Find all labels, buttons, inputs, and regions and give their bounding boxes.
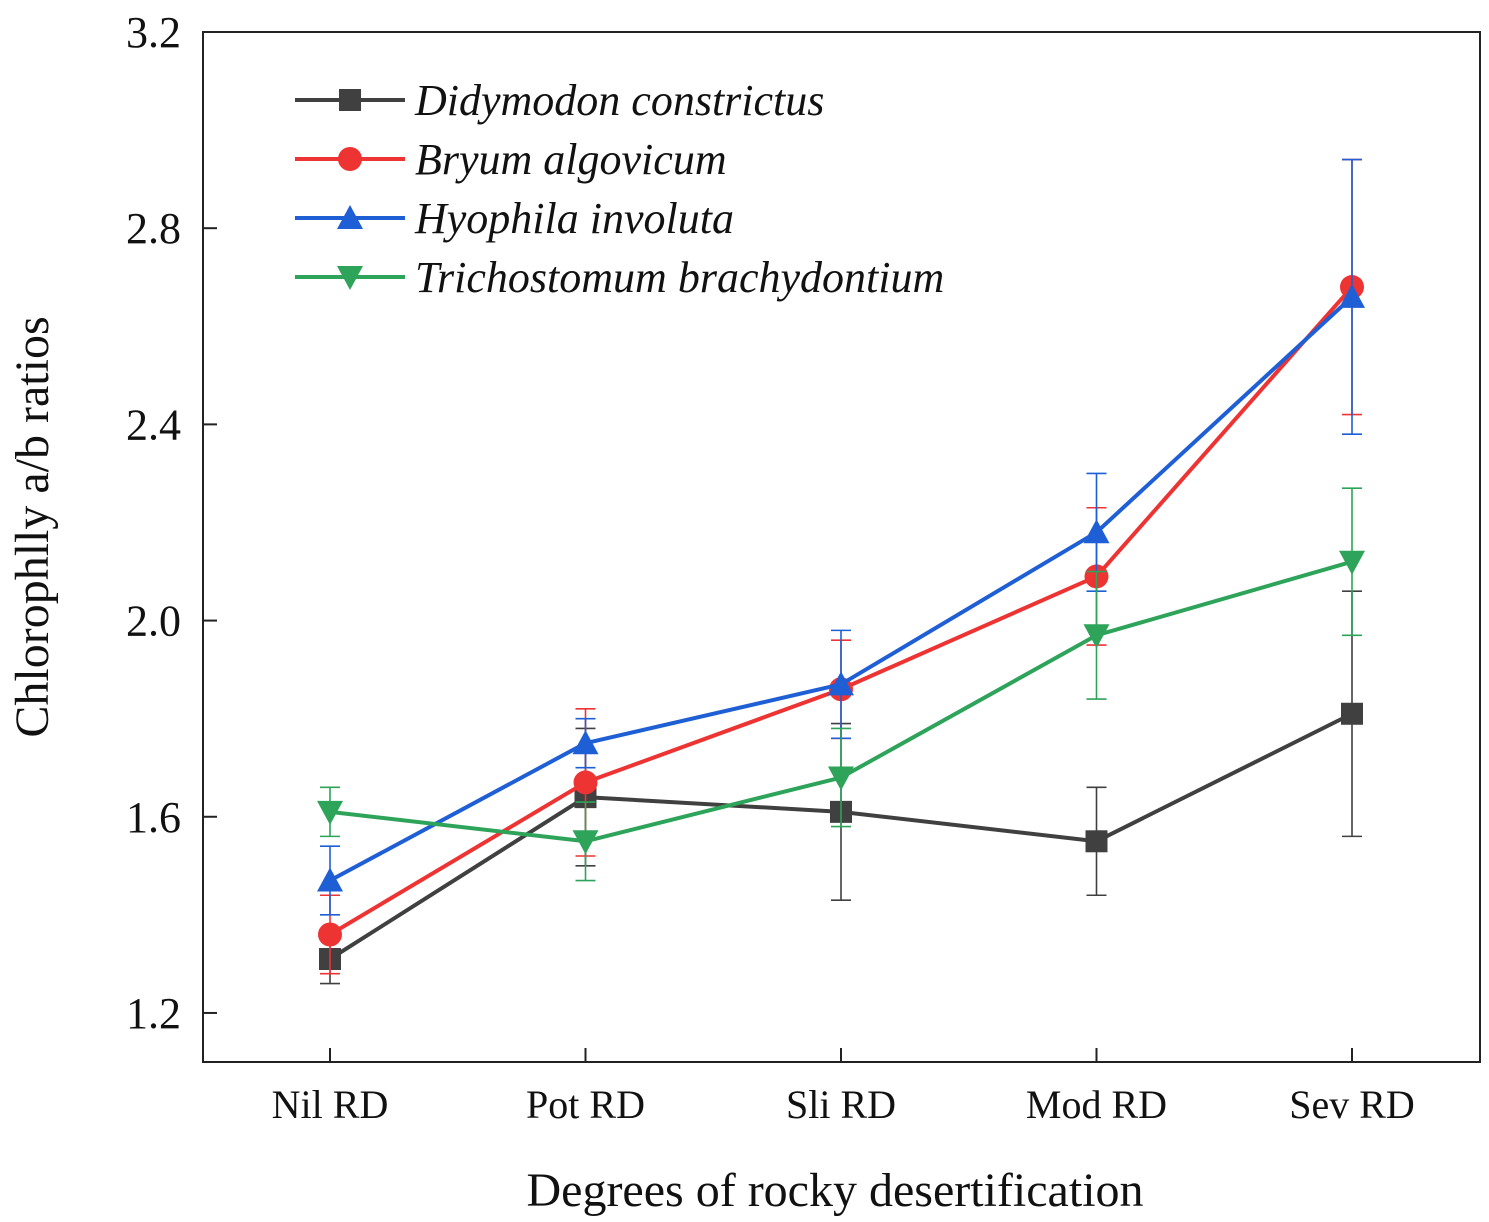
x-axis-title: Degrees of rocky desertification	[526, 1164, 1143, 1217]
marker-triangle-down	[828, 766, 854, 791]
marker-triangle-up	[1083, 519, 1110, 544]
legend-label: Trichostomum brachydontium	[415, 253, 944, 302]
y-tick-label: 3.2	[126, 8, 181, 57]
y-tick-label: 2.0	[126, 597, 181, 646]
marker-triangle-up	[337, 205, 363, 229]
marker-triangle-down	[317, 800, 343, 825]
x-axis: Nil RD Pot RD Sli RD Mod RD Sev RD	[272, 1048, 1415, 1127]
series-trichostomum-brachydontium	[317, 487, 1365, 882]
plot-frame	[202, 31, 1481, 1063]
marker-triangle-down	[572, 830, 599, 855]
legend-item: Bryum algovicum	[295, 135, 727, 184]
marker-circle	[573, 770, 598, 795]
series-layer	[317, 158, 1365, 985]
y-tick-label: 1.6	[126, 793, 181, 842]
legend-label: Hyophila involuta	[414, 194, 734, 243]
y-axis: 1.2 1.6 2.0 2.4 2.8 3.2	[126, 8, 217, 1038]
marker-triangle-down	[1083, 624, 1110, 649]
marker-square	[1341, 702, 1363, 725]
legend-item: Trichostomum brachydontium	[295, 253, 944, 302]
legend: Didymodon constrictus Bryum algovicum Hyop…	[295, 76, 944, 302]
marker-circle	[338, 147, 362, 171]
marker-triangle-down	[1339, 550, 1365, 575]
x-tick-label: Mod RD	[1026, 1082, 1167, 1127]
marker-triangle-up	[572, 730, 599, 755]
marker-circle	[318, 922, 342, 947]
marker-square	[339, 89, 361, 111]
legend-label: Bryum algovicum	[415, 135, 727, 184]
marker-triangle-up	[317, 867, 343, 892]
legend-label: Didymodon constrictus	[414, 76, 824, 125]
x-tick-label: Pot RD	[526, 1082, 645, 1127]
legend-item: Didymodon constrictus	[295, 76, 824, 125]
x-tick-label: Nil RD	[272, 1082, 389, 1127]
marker-triangle-down	[337, 266, 363, 290]
y-tick-label: 2.4	[126, 400, 181, 449]
marker-square	[1085, 830, 1108, 853]
y-tick-label: 2.8	[126, 204, 181, 253]
y-tick-label: 1.2	[126, 989, 181, 1038]
legend-item: Hyophila involuta	[295, 194, 734, 243]
x-tick-label: Sli RD	[786, 1082, 896, 1127]
marker-triangle-up	[1339, 283, 1365, 308]
marker-triangle-up	[828, 671, 854, 696]
y-axis-title: Chlorophlly a/b ratios	[6, 316, 59, 737]
x-tick-label: Sev RD	[1289, 1082, 1415, 1127]
